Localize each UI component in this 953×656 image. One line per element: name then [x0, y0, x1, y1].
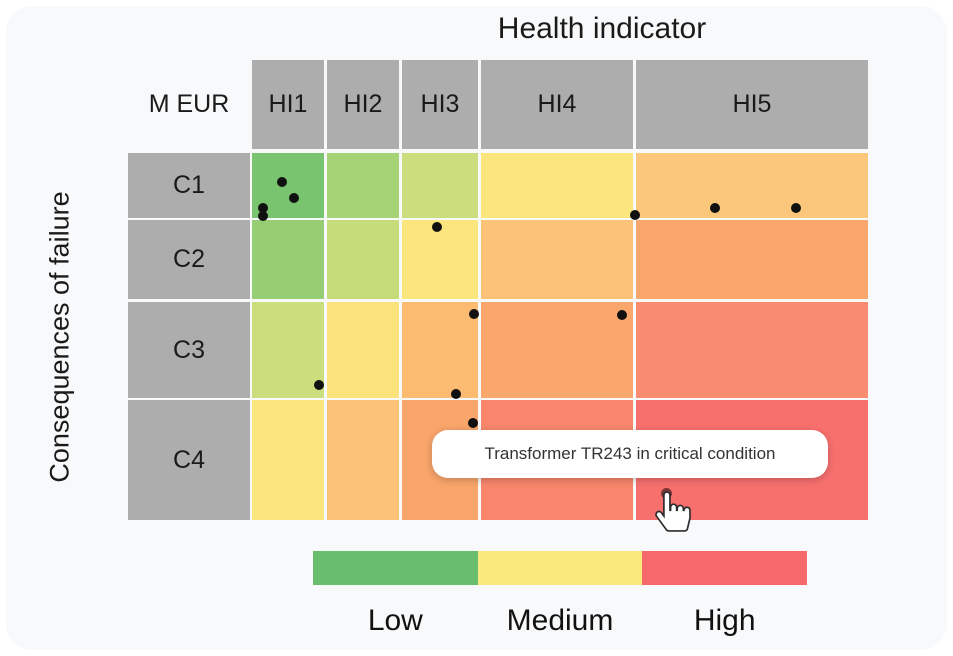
- y-axis-label: Consequences of failure: [44, 191, 75, 483]
- cell-c3-hi4[interactable]: [481, 302, 633, 398]
- legend-label-low: Low: [367, 604, 423, 637]
- page-title: Health indicator: [497, 12, 707, 45]
- legend-label-high: High: [693, 604, 756, 637]
- row-header-c4: C4: [128, 400, 250, 520]
- cell-c3-hi1[interactable]: [252, 302, 324, 398]
- cell-c4-hi1[interactable]: [252, 400, 324, 520]
- transformer-point[interactable]: [314, 380, 324, 390]
- legend-labels: Low Medium High: [313, 604, 807, 638]
- tooltip: Transformer TR243 in critical condition: [432, 430, 828, 478]
- col-header-hi1: HI1: [252, 60, 324, 149]
- transformer-point[interactable]: [469, 309, 479, 319]
- transformer-point[interactable]: [258, 211, 268, 221]
- cell-c2-hi5[interactable]: [636, 220, 868, 299]
- row-header-c2: C2: [128, 220, 250, 299]
- cell-c1-hi2[interactable]: [327, 153, 399, 218]
- transformer-point[interactable]: [468, 418, 478, 428]
- legend-segment-medium: [477, 551, 643, 585]
- cell-c3-hi2[interactable]: [327, 302, 399, 398]
- transformer-point[interactable]: [630, 210, 640, 220]
- tooltip-text: Transformer TR243 in critical condition: [484, 444, 776, 463]
- legend-color-bar: [313, 551, 808, 585]
- cell-c4-hi2[interactable]: [327, 400, 399, 520]
- transformer-point[interactable]: [710, 203, 720, 213]
- cell-c2-hi3[interactable]: [402, 220, 478, 299]
- col-header-hi4: HI4: [481, 60, 633, 149]
- transformer-point[interactable]: [258, 203, 268, 213]
- legend-segment-low: [313, 551, 478, 585]
- transformer-point[interactable]: [277, 177, 287, 187]
- col-header-hi3: HI3: [402, 60, 478, 149]
- transformer-point[interactable]: [432, 222, 442, 232]
- hand-cursor-icon: [655, 491, 691, 532]
- cell-c1-hi4[interactable]: [481, 153, 633, 218]
- legend-segment-high: [642, 551, 808, 585]
- cell-c2-hi4[interactable]: [481, 220, 633, 299]
- transformer-point[interactable]: [791, 203, 801, 213]
- transformer-point[interactable]: [289, 193, 299, 203]
- cell-c2-hi1[interactable]: [252, 220, 324, 299]
- row-header-c1: C1: [128, 153, 250, 218]
- row-header-c3: C3: [128, 302, 250, 398]
- col-header-hi5: HI5: [636, 60, 868, 149]
- cell-c2-hi2[interactable]: [327, 220, 399, 299]
- cell-c3-hi5[interactable]: [636, 302, 868, 398]
- col-header-hi2: HI2: [327, 60, 399, 149]
- cell-c3-hi3[interactable]: [402, 302, 478, 398]
- legend-label-medium: Medium: [506, 604, 614, 637]
- cell-c1-hi5[interactable]: [636, 153, 868, 218]
- unit-label: M EUR: [148, 90, 230, 118]
- cell-c1-hi3[interactable]: [402, 153, 478, 218]
- transformer-point[interactable]: [617, 310, 627, 320]
- transformer-point[interactable]: [451, 389, 461, 399]
